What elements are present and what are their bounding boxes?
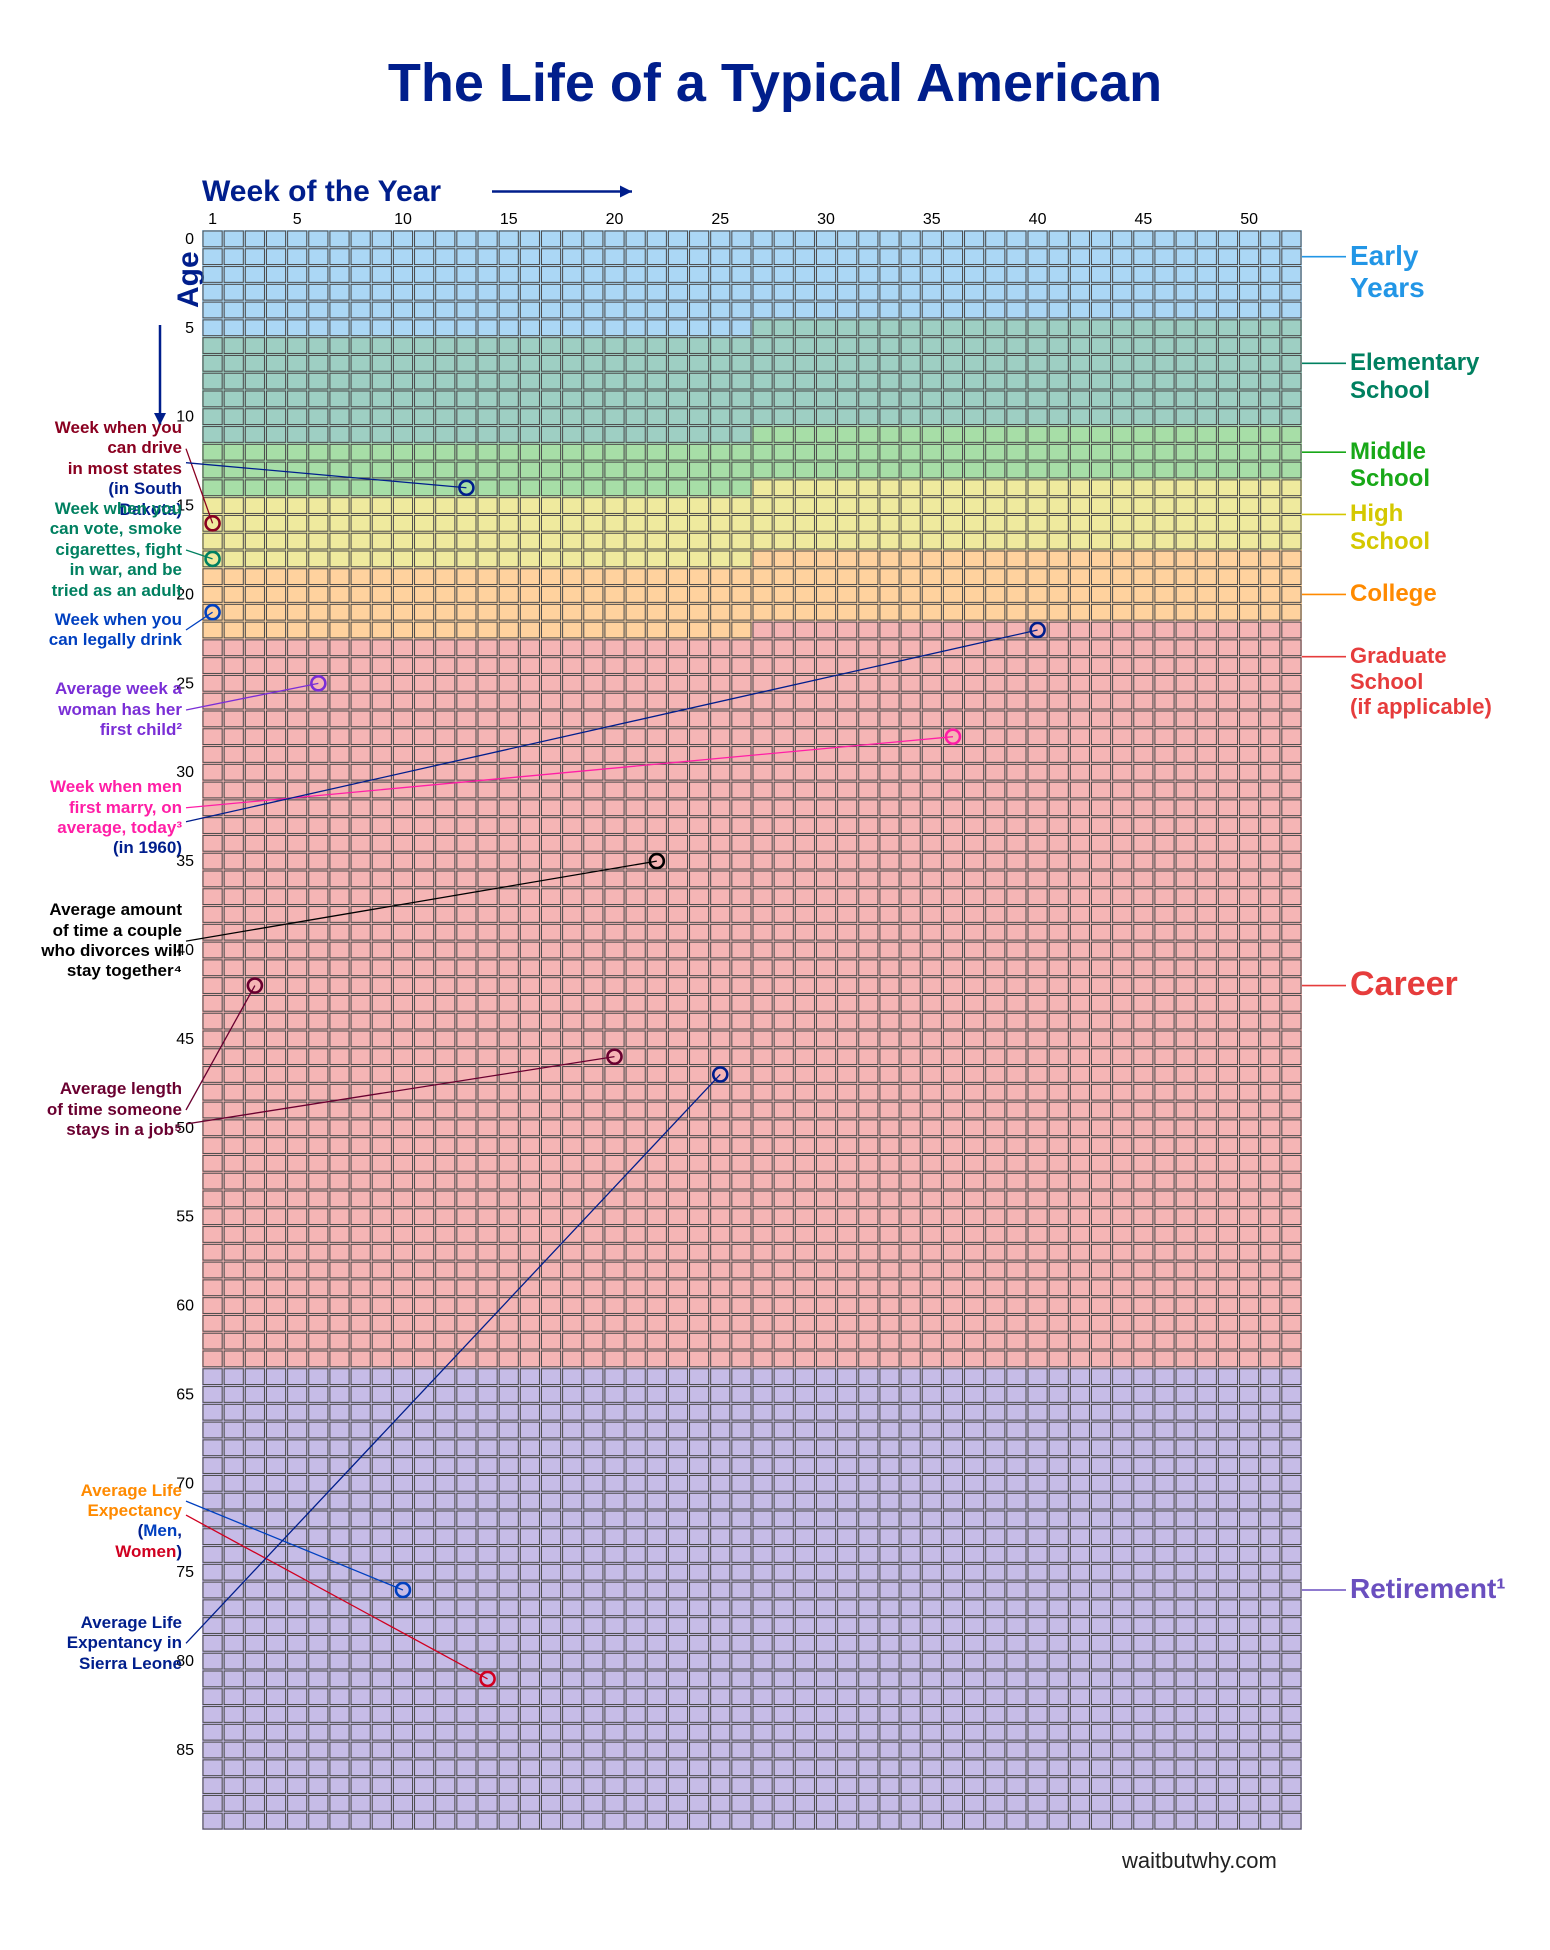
annotation-vote: Week when youcan vote, smokecigarettes, … [0,499,182,601]
svg-text:20: 20 [606,211,624,228]
phase-label-graduate: GraduateSchool(if applicable) [1350,643,1550,719]
svg-text:10: 10 [394,211,412,228]
svg-text:1: 1 [208,211,217,228]
annotation-jobtenure: Average lengthof time someonestays in a … [0,1079,182,1140]
svg-text:45: 45 [1134,211,1152,228]
phase-fills [202,230,1302,1830]
svg-text:65: 65 [176,1386,194,1403]
svg-text:85: 85 [176,1742,194,1759]
svg-text:5: 5 [185,320,194,337]
phase-label-high: HighSchool [1350,500,1550,555]
chart-svg-layer: 1510152025303540455005101520253035404550… [0,0,1550,1950]
svg-text:60: 60 [176,1298,194,1315]
svg-text:5: 5 [293,211,302,228]
annotation-marry: Week when menfirst marry, onaverage, tod… [0,777,182,859]
phase-label-career: Career [1350,965,1550,1004]
svg-text:45: 45 [176,1031,194,1048]
svg-text:75: 75 [176,1564,194,1581]
source-credit: waitbutwhy.com [1122,1848,1277,1874]
annotation-divorce: Average amountof time a couplewho divorc… [0,900,182,982]
phase-label-elementary: ElementarySchool [1350,349,1550,404]
life-chart-stage: The Life of a Typical American Week of t… [0,0,1550,1950]
phase-label-retirement-: Retirement¹ [1350,1573,1550,1605]
svg-text:35: 35 [923,211,941,228]
svg-text:25: 25 [711,211,729,228]
annotation-sierra: Average LifeExpentancy inSierra Leone [0,1613,182,1674]
annotation-drink: Week when youcan legally drink [0,610,182,651]
svg-text:40: 40 [1029,211,1047,228]
svg-text:30: 30 [817,211,835,228]
phase-label-early: EarlyYears [1350,240,1550,304]
annotation-lifeexp: Average LifeExpectancy(Men,Women) [0,1481,182,1563]
svg-text:0: 0 [185,231,194,248]
svg-text:55: 55 [176,1209,194,1226]
phase-label-college: College [1350,580,1550,608]
phase-label-middle: MiddleSchool [1350,438,1550,493]
svg-text:50: 50 [1240,211,1258,228]
svg-text:15: 15 [500,211,518,228]
annotation-firstchild: Average week awoman has herfirst child² [0,679,182,740]
